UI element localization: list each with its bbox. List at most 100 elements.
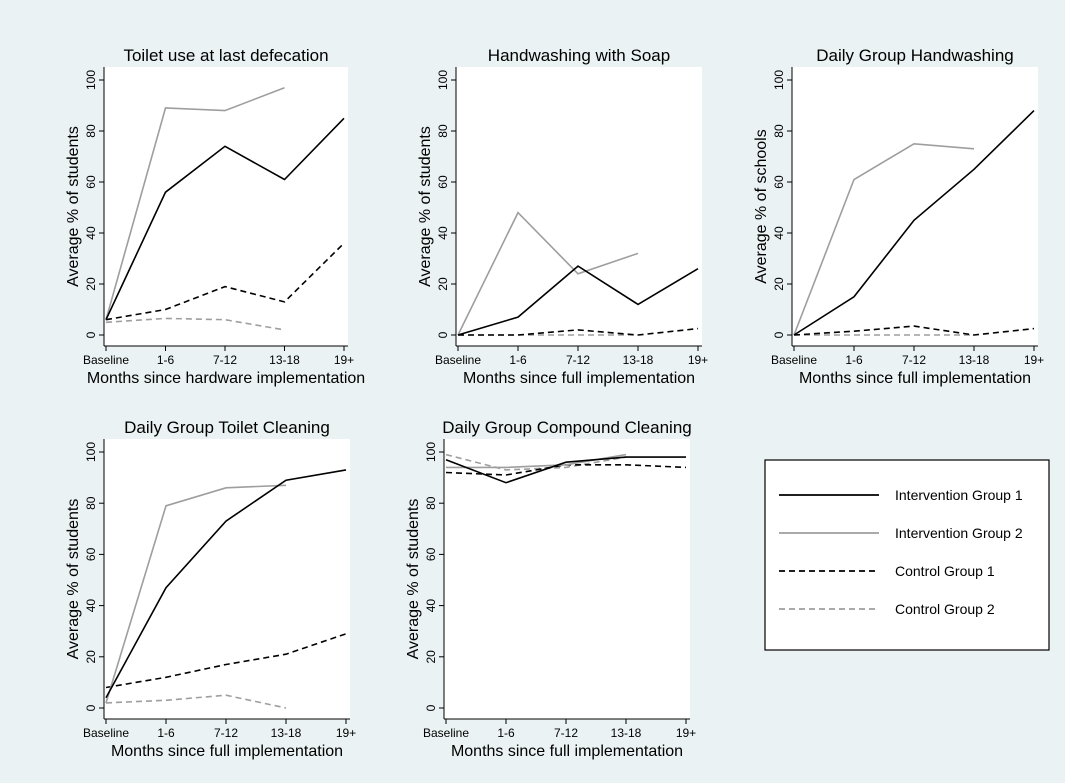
series-line-intervention-group-2 <box>105 86 285 320</box>
x-tick-label: Baseline <box>771 353 817 367</box>
y-tick-label: 0 <box>84 704 98 711</box>
y-tick-label: 0 <box>436 331 450 338</box>
y-tick-label: 20 <box>84 650 98 664</box>
y-tick-label: 20 <box>772 277 786 291</box>
plot-area <box>792 67 1038 346</box>
series-line-intervention-group-1 <box>105 469 347 699</box>
plot-area <box>104 439 350 719</box>
figure: 0 20 40 60 80 100 Baseline 1-6 7-12 13-18 19+ Toile… <box>8 14 1058 774</box>
panel-daily-group-toilet-cleaning: 0 20 40 60 80 100 Baseline 1-6 7-12 13-18 19+ Daily… <box>65 418 356 760</box>
x-tick-label: 7-12 <box>566 353 590 367</box>
series-line-control-group-1 <box>793 325 1035 336</box>
y-axis-label: Average % of students <box>65 126 82 287</box>
y-tick-label: 100 <box>424 442 438 462</box>
y-tick-label: 20 <box>436 277 450 291</box>
series-line-control-group-2 <box>445 453 627 471</box>
y-tick-label: 80 <box>772 124 786 138</box>
x-tick-label: 1-6 <box>497 726 515 740</box>
series-line-control-group-1 <box>105 633 347 689</box>
y-axis-label: Average % of students <box>65 499 82 660</box>
y-tick-label: 60 <box>84 175 98 189</box>
chart-figure: 0 20 40 60 80 100 Baseline 1-6 7-12 13-18 19+ Toile… <box>65 46 1050 760</box>
y-tick-label: 80 <box>84 124 98 138</box>
panel-toilet-use-at-last-defecation: 0 20 40 60 80 100 Baseline 1-6 7-12 13-18 19+ Toile… <box>65 46 365 387</box>
series-line-intervention-group-1 <box>457 265 699 336</box>
y-tick-label: 60 <box>424 547 438 561</box>
x-tick-label: 13-18 <box>611 726 642 740</box>
series-line-control-group-1 <box>105 242 345 321</box>
x-tick-label: Baseline <box>83 726 129 740</box>
y-tick-label: 60 <box>84 547 98 561</box>
x-tick-label: 1-6 <box>157 726 175 740</box>
y-axis-label: Average % of students <box>417 126 434 287</box>
x-tick-label: Baseline <box>435 353 481 367</box>
x-tick-label: 19+ <box>334 353 354 367</box>
x-tick-label: 13-18 <box>959 353 990 367</box>
y-tick-label: 20 <box>424 650 438 664</box>
plot-area <box>444 439 690 719</box>
y-tick-label: 80 <box>424 496 438 510</box>
x-tick-label: 19+ <box>336 726 356 740</box>
y-tick-label: 40 <box>84 599 98 613</box>
y-tick-label: 40 <box>772 226 786 240</box>
series-line-intervention-group-1 <box>445 456 686 484</box>
x-tick-label: 19+ <box>688 353 708 367</box>
x-tick-label: 7-12 <box>902 353 926 367</box>
y-tick-label: 80 <box>436 124 450 138</box>
x-axis-label: Months since full implementation <box>799 370 1031 387</box>
series-line-control-group-2 <box>105 694 287 709</box>
x-tick-label: 7-12 <box>554 726 578 740</box>
panel-daily-group-handwashing: 0 20 40 60 80 100 Baseline 1-6 7-12 13-18 19+ Daily… <box>753 46 1044 387</box>
y-tick-label: 100 <box>436 70 450 90</box>
x-tick-label: 19+ <box>676 726 696 740</box>
x-axis-label: Months since full implementation <box>111 743 343 760</box>
x-tick-label: 13-18 <box>623 353 654 367</box>
x-axis-label: Months since full implementation <box>451 743 683 760</box>
plot-area <box>456 67 702 346</box>
plot-area <box>104 67 348 346</box>
y-tick-label: 40 <box>84 226 98 240</box>
x-axis-label: Months since hardware implementation <box>87 370 365 387</box>
panel-handwashing-with-soap: 0 20 40 60 80 100 Baseline 1-6 7-12 13-18 19+ Handw… <box>417 46 708 387</box>
legend-label-control-group-2: Control Group 2 <box>895 601 995 617</box>
legend: Intervention Group 1 Intervention Group 2… <box>764 459 1050 651</box>
panel-title: Handwashing with Soap <box>488 46 670 65</box>
y-tick-label: 0 <box>424 704 438 711</box>
panel-daily-group-compound-cleaning: 0 20 40 60 80 100 Baseline 1-6 7-12 13-18 19+ Daily… <box>405 418 696 760</box>
y-tick-label: 0 <box>772 331 786 338</box>
y-tick-label: 40 <box>436 226 450 240</box>
panel-title: Toilet use at last defecation <box>123 46 328 65</box>
y-tick-label: 80 <box>84 496 98 510</box>
y-tick-label: 60 <box>436 175 450 189</box>
panel-title: Daily Group Toilet Cleaning <box>124 418 330 437</box>
legend-label-intervention-group-1: Intervention Group 1 <box>895 487 1023 503</box>
series-line-intervention-group-1 <box>793 110 1035 336</box>
y-tick-label: 0 <box>84 331 98 338</box>
x-tick-label: Baseline <box>83 353 129 367</box>
y-tick-label: 20 <box>84 277 98 291</box>
y-tick-label: 100 <box>84 442 98 462</box>
x-axis-label: Months since full implementation <box>463 370 695 387</box>
x-tick-label: 13-18 <box>269 353 300 367</box>
series-line-intervention-group-2 <box>105 484 287 704</box>
x-tick-label: 1-6 <box>509 353 527 367</box>
series-line-intervention-group-2 <box>793 142 975 336</box>
x-tick-label: Baseline <box>423 726 469 740</box>
y-tick-label: 100 <box>84 70 98 90</box>
x-tick-label: 7-12 <box>214 726 238 740</box>
legend-label-control-group-1: Control Group 1 <box>895 563 995 579</box>
y-axis-label: Average % of schools <box>753 129 770 283</box>
series-line-intervention-group-2 <box>457 211 639 336</box>
x-tick-label: 7-12 <box>213 353 237 367</box>
y-axis-label: Average % of students <box>405 499 422 660</box>
y-tick-label: 40 <box>424 599 438 613</box>
y-tick-label: 100 <box>772 70 786 90</box>
x-tick-label: 19+ <box>1024 353 1044 367</box>
x-tick-label: 1-6 <box>157 353 175 367</box>
legend-label-intervention-group-2: Intervention Group 2 <box>895 525 1023 541</box>
legend-box <box>764 459 1050 651</box>
x-tick-label: 13-18 <box>271 726 302 740</box>
series-line-intervention-group-1 <box>105 117 345 321</box>
series-line-control-group-1 <box>458 327 699 336</box>
y-tick-label: 60 <box>772 175 786 189</box>
